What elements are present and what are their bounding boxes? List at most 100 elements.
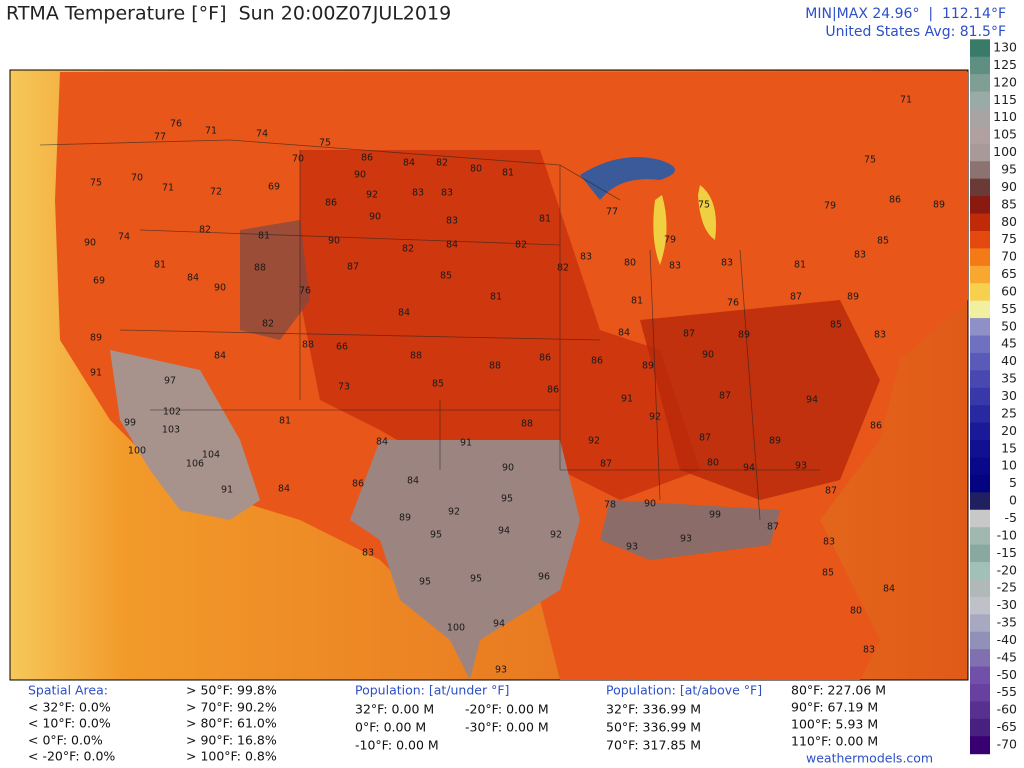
- colorbar-label: 40: [1001, 353, 1017, 368]
- average: United States Avg: 81.5°F: [825, 24, 1006, 40]
- colorbar-cell: [970, 422, 990, 441]
- station-label: 89: [642, 361, 654, 372]
- station-label: 84: [214, 351, 226, 362]
- station-label: 81: [794, 260, 806, 271]
- station-label: 71: [900, 95, 912, 106]
- station-label: 80: [850, 606, 862, 617]
- colorbar-cell: [970, 736, 990, 755]
- station-label: 69: [93, 276, 105, 287]
- colorbar-label: 70: [1001, 249, 1017, 264]
- station-label: 95: [501, 494, 513, 505]
- station-label: 104: [202, 450, 220, 461]
- station-label: 87: [347, 262, 359, 273]
- station-label: 87: [699, 433, 711, 444]
- credit[interactable]: weathermodels.com: [806, 751, 933, 766]
- station-label: 95: [470, 574, 482, 585]
- station-label: 81: [154, 260, 166, 271]
- station-label: 83: [823, 537, 835, 548]
- colorbar-cell: [970, 318, 990, 337]
- colorbar-cell: [970, 474, 990, 493]
- station-label: 82: [262, 319, 274, 330]
- colorbar-label: 10: [1001, 458, 1017, 473]
- station-label: 90: [502, 463, 514, 474]
- stat: 70°F: 317.85 M: [606, 738, 701, 753]
- station-label: 90: [369, 212, 381, 223]
- station-label: 86: [889, 195, 901, 206]
- colorbar-label: 100: [993, 144, 1017, 159]
- hot-area: [240, 220, 310, 340]
- colorbar-label: -30: [997, 597, 1017, 612]
- lake: [580, 157, 675, 200]
- station-label: 84: [883, 584, 895, 595]
- colorbar-label: 0: [1009, 493, 1017, 508]
- station-label: 89: [738, 330, 750, 341]
- colorbar-cell: [970, 544, 990, 563]
- station-label: 87: [600, 459, 612, 470]
- station-label: 69: [268, 182, 280, 193]
- colorbar-label: 120: [993, 74, 1017, 89]
- colorbar-label: 20: [1001, 423, 1017, 438]
- station-label: 90: [354, 170, 366, 181]
- station-label: 86: [539, 353, 551, 364]
- colorbar-label: -70: [997, 737, 1017, 752]
- station-label: 82: [436, 158, 448, 169]
- station-label: 87: [825, 486, 837, 497]
- station-label: 83: [854, 250, 866, 261]
- station-label: 83: [721, 258, 733, 269]
- colorbar-cell: [970, 387, 990, 406]
- station-label: 91: [460, 438, 472, 449]
- station-label: 97: [164, 376, 176, 387]
- station-label: 80: [624, 258, 636, 269]
- station-label: 94: [493, 619, 505, 630]
- station-label: 84: [446, 240, 458, 251]
- station-label: 71: [162, 183, 174, 194]
- colorbar-label: -65: [997, 719, 1017, 734]
- station-label: 106: [186, 459, 204, 470]
- spatial-title: Spatial Area:: [28, 683, 108, 698]
- station-label: 83: [669, 261, 681, 272]
- station-label: 88: [254, 263, 266, 274]
- station-label: 83: [412, 188, 424, 199]
- station-label: 72: [210, 187, 222, 198]
- colorbar-cell: [970, 405, 990, 424]
- colorbar-cell: [970, 126, 990, 145]
- colorbar-cell: [970, 91, 990, 110]
- station-label: 81: [279, 416, 291, 427]
- station-label: 79: [824, 201, 836, 212]
- colorbar-cell: [970, 39, 990, 58]
- footer: Spatial Area: < 32°F: 0.0% < 10°F: 0.0% …: [28, 683, 933, 766]
- stat: 110°F: 0.00 M: [791, 734, 878, 749]
- station-label: 90: [214, 283, 226, 294]
- station-label: 81: [258, 231, 270, 242]
- station-label: 88: [489, 361, 501, 372]
- colorbar-label: 130: [993, 40, 1017, 55]
- station-label: 87: [790, 292, 802, 303]
- colorbar-label: -50: [997, 667, 1017, 682]
- stat: < -20°F: 0.0%: [28, 749, 115, 764]
- station-label: 83: [580, 252, 592, 263]
- station-label: 75: [90, 178, 102, 189]
- station-label: 88: [410, 351, 422, 362]
- stat: -30°F: 0.00 M: [465, 720, 549, 735]
- colorbar-cell: [970, 300, 990, 319]
- station-label: 92: [649, 412, 661, 423]
- station-label: 95: [419, 577, 431, 588]
- colorbar-cell: [970, 631, 990, 650]
- colorbar-label: 55: [1001, 301, 1017, 316]
- pop-under-title: Population: [at/under °F]: [355, 683, 509, 698]
- colorbar-label: -45: [997, 649, 1017, 664]
- station-label: 94: [498, 526, 510, 537]
- station-label: 94: [806, 395, 818, 406]
- colorbar-cell: [970, 492, 990, 511]
- station-label: 86: [361, 153, 373, 164]
- colorbar-cell: [970, 440, 990, 458]
- station-label: 81: [539, 214, 551, 225]
- station-label: 91: [90, 368, 102, 379]
- station-label: 77: [154, 132, 166, 143]
- station-label: 83: [874, 330, 886, 341]
- colorbar-label: 15: [1001, 440, 1017, 455]
- station-label: 102: [163, 407, 181, 418]
- lake: [698, 185, 716, 240]
- station-label: 93: [795, 461, 807, 472]
